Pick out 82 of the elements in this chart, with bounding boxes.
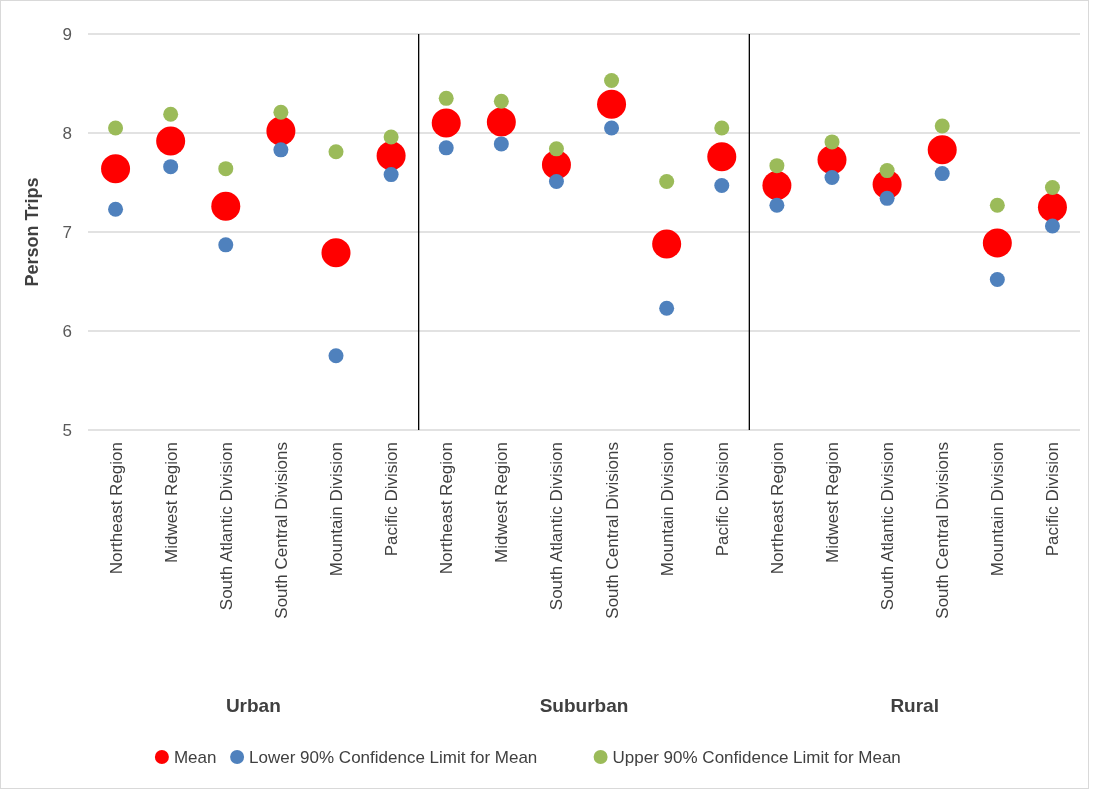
text: Suburban bbox=[539, 695, 629, 716]
point bbox=[659, 174, 675, 190]
legend-label: Mean bbox=[173, 747, 217, 767]
point bbox=[824, 170, 840, 186]
x-tick-label: Midwest Region bbox=[492, 442, 512, 563]
point bbox=[383, 129, 399, 145]
point bbox=[1037, 192, 1067, 222]
point bbox=[927, 135, 957, 165]
point bbox=[879, 190, 895, 206]
x-tick-label: Northeast Region bbox=[767, 442, 787, 575]
x-tick-label: Pacific Division bbox=[382, 442, 402, 557]
point bbox=[1044, 179, 1060, 195]
point bbox=[548, 174, 564, 190]
point bbox=[1044, 218, 1060, 234]
point bbox=[982, 228, 1012, 258]
point bbox=[934, 118, 950, 134]
point bbox=[934, 166, 950, 182]
point bbox=[431, 108, 461, 138]
x-tick-label: Mountain Division bbox=[657, 442, 677, 577]
point bbox=[211, 191, 241, 221]
point bbox=[321, 238, 351, 268]
point bbox=[438, 90, 454, 106]
y-axis-title: Person Trips bbox=[22, 177, 42, 287]
point bbox=[108, 120, 124, 136]
x-tick-label: Northeast Region bbox=[106, 442, 126, 575]
point bbox=[714, 177, 730, 193]
x-tick-label: South Central Divisions bbox=[933, 442, 953, 619]
point bbox=[218, 237, 234, 253]
point bbox=[762, 170, 792, 200]
point bbox=[493, 136, 509, 152]
point bbox=[652, 229, 682, 259]
x-tick-label: South Atlantic Division bbox=[216, 442, 236, 611]
y-tick-label: 7 bbox=[62, 222, 72, 242]
x-tick-label: South Central Divisions bbox=[602, 442, 622, 619]
x-tick-label: Mountain Division bbox=[988, 442, 1008, 577]
point bbox=[328, 348, 344, 364]
point bbox=[486, 107, 516, 137]
point bbox=[163, 106, 179, 122]
point bbox=[769, 158, 785, 174]
point bbox=[879, 163, 895, 179]
x-tick-label: Mountain Division bbox=[326, 442, 346, 577]
point bbox=[989, 197, 1005, 213]
x-tick-label: South Atlantic Division bbox=[878, 442, 898, 611]
text: Rural bbox=[890, 695, 939, 716]
y-tick-label: 8 bbox=[62, 123, 72, 143]
point bbox=[383, 167, 399, 183]
y-tick-label: 6 bbox=[62, 321, 72, 341]
x-tick-label: Northeast Region bbox=[437, 442, 457, 575]
x-tick-label: Midwest Region bbox=[161, 442, 181, 563]
point bbox=[548, 141, 564, 157]
text: Urban bbox=[225, 695, 281, 716]
point bbox=[659, 300, 675, 316]
x-tick-label: Pacific Division bbox=[1043, 442, 1063, 557]
point bbox=[597, 89, 627, 119]
x-tick-label: Midwest Region bbox=[822, 442, 842, 563]
legend-label: Lower 90% Confidence Limit for Mean bbox=[249, 747, 538, 767]
legend-label: Upper 90% Confidence Limit for Mean bbox=[612, 747, 901, 767]
point bbox=[604, 73, 620, 89]
point bbox=[817, 145, 847, 175]
point bbox=[163, 159, 179, 175]
point bbox=[328, 144, 344, 160]
point bbox=[493, 93, 509, 109]
point bbox=[824, 134, 840, 150]
point bbox=[273, 142, 289, 158]
y-tick-label: 5 bbox=[62, 420, 72, 440]
x-tick-label: South Central Divisions bbox=[271, 442, 291, 619]
point bbox=[156, 126, 186, 156]
point bbox=[266, 116, 296, 146]
point bbox=[438, 140, 454, 156]
point bbox=[273, 104, 289, 120]
y-tick-label: 9 bbox=[62, 24, 72, 44]
point bbox=[604, 120, 620, 136]
point bbox=[989, 272, 1005, 288]
point bbox=[218, 161, 234, 177]
point bbox=[108, 201, 124, 217]
point bbox=[714, 120, 730, 136]
point bbox=[101, 154, 131, 184]
x-tick-label: Pacific Division bbox=[712, 442, 732, 557]
point bbox=[769, 197, 785, 213]
point bbox=[376, 141, 406, 171]
x-tick-label: South Atlantic Division bbox=[547, 442, 567, 611]
point bbox=[707, 142, 737, 172]
